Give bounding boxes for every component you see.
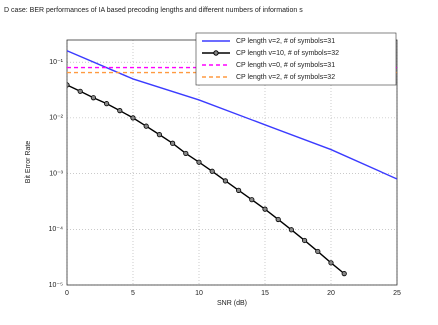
marker [117, 108, 123, 114]
y-tick-label: 10⁻² [49, 115, 63, 122]
marker [77, 88, 83, 94]
marker [341, 271, 347, 277]
x-tick-label: 20 [327, 290, 335, 297]
x-axis-label: SNR (dB) [217, 300, 247, 307]
legend-label: CP length v=0, # of symbols=31 [236, 62, 335, 69]
marker [90, 95, 97, 101]
legend-label: CP length v=2, # of symbols=31 [236, 38, 335, 45]
x-tick-label: 15 [261, 290, 269, 297]
marker [183, 150, 189, 157]
marker [301, 237, 308, 244]
y-tick-label: 10⁻⁴ [49, 226, 64, 233]
marker [249, 197, 255, 203]
marker [328, 260, 334, 266]
marker [236, 187, 242, 193]
legend-label: CP length v=2, # of symbols=32 [236, 74, 335, 81]
chart-title: D case: BER performances of IA based pre… [4, 7, 303, 14]
y-tick-label: 10⁻³ [49, 170, 63, 177]
marker [156, 132, 162, 138]
x-tick-label: 0 [65, 290, 69, 297]
marker [275, 216, 281, 223]
y-axis-label: Bit Error Rate [25, 141, 32, 184]
line [67, 84, 345, 275]
y-tick-label: 10⁻⁵ [49, 282, 63, 289]
legend-label: CP length v=10, # of symbols=32 [236, 50, 339, 57]
marker [104, 101, 110, 107]
marker [170, 140, 176, 146]
x-tick-label: 10 [195, 290, 203, 297]
y-tick-label: 10⁻¹ [49, 59, 63, 66]
marker [130, 115, 136, 121]
line [67, 50, 397, 180]
marker [262, 206, 268, 212]
series [67, 50, 397, 180]
marker [315, 248, 321, 255]
marker [143, 123, 149, 129]
marker [209, 168, 215, 174]
marker [67, 82, 70, 88]
x-tick-label: 25 [393, 290, 401, 297]
marker [288, 227, 294, 233]
series [67, 82, 347, 277]
legend-marker [213, 50, 219, 56]
x-tick-label: 5 [131, 290, 135, 297]
marker [196, 159, 202, 165]
marker [222, 178, 228, 184]
